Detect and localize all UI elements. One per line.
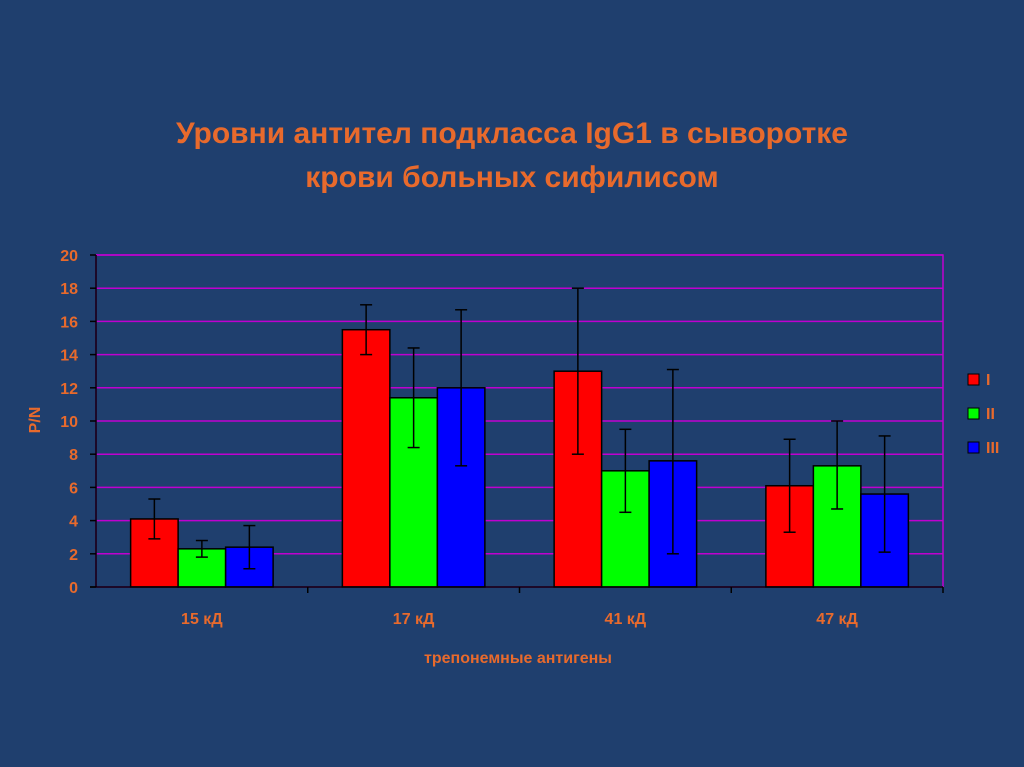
legend-swatch [967, 407, 980, 420]
legend-swatch [967, 441, 980, 454]
chart-title-line-1: Уровни антител подкласса IgG1 в сыворотк… [176, 117, 848, 150]
x-tick-label: 17 кД [393, 611, 435, 628]
legend-label: II [986, 406, 995, 423]
y-tick-label: 18 [60, 281, 78, 298]
y-tick-label: 4 [69, 514, 78, 531]
y-tick-label: 14 [60, 348, 78, 365]
y-tick-label: 8 [69, 447, 78, 464]
bars [129, 328, 910, 588]
bar [341, 328, 391, 588]
y-tick-label: 2 [69, 547, 78, 564]
y-tick-label: 12 [60, 381, 78, 398]
y-tick-label: 10 [60, 414, 78, 431]
x-tick-labels: 15 кД 17 кД 41 кД 47 кД [181, 611, 859, 628]
y-tick-labels: 0 2 4 6 8 10 12 14 16 18 20 [60, 248, 78, 597]
y-tick-label: 0 [69, 580, 78, 597]
y-tick-label: 16 [60, 314, 78, 331]
error-bars [148, 287, 891, 570]
y-axis-title: P/N [27, 407, 44, 434]
chart-title-line-2: крови больных сифилисом [305, 161, 719, 194]
axes [90, 254, 944, 593]
chart-title: Уровни антител подкласса IgG1 в сыворотк… [0, 112, 1024, 200]
y-tick-label: 6 [69, 480, 78, 497]
legend-label: I [986, 372, 990, 389]
x-tick-label: 15 кД [181, 611, 223, 628]
y-tick-label: 20 [60, 248, 78, 265]
x-tick-label: 41 кД [605, 611, 647, 628]
x-tick-label: 47 кД [816, 611, 858, 628]
x-axis-title: трепонемные антигены [424, 650, 612, 667]
legend-swatch [967, 373, 980, 386]
legend-label: III [986, 440, 999, 457]
